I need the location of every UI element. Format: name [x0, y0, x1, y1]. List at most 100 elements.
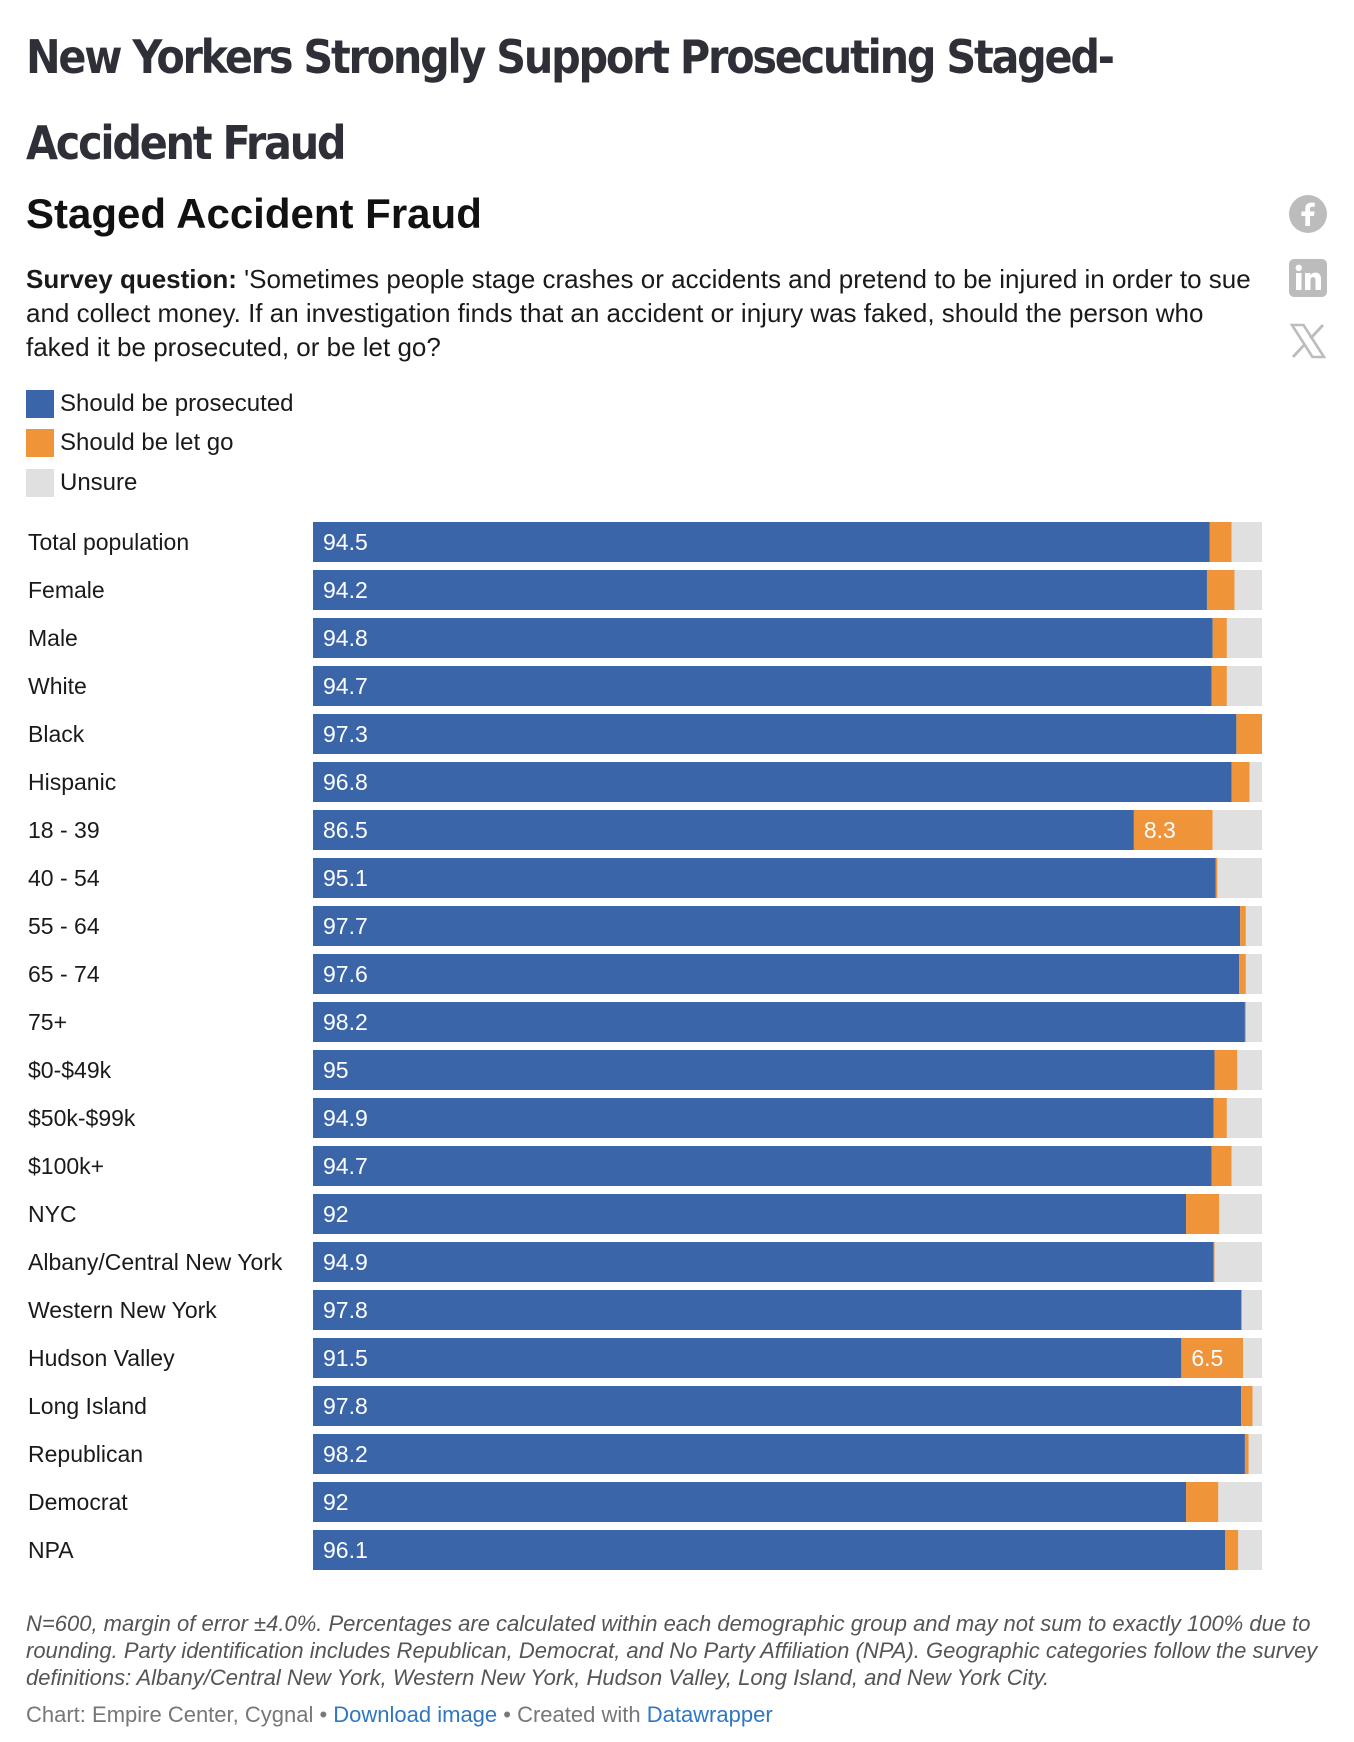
- survey-question-label: Survey question:: [26, 264, 237, 294]
- bar-segment-unsure: [1214, 1242, 1262, 1282]
- survey-question-text: 'Sometimes people stage crashes or accid…: [26, 264, 1251, 362]
- bar-segment-unsure: [1243, 1338, 1262, 1378]
- bar-segment-prosecuted: [313, 618, 1213, 658]
- bar-segment-unsure: [1234, 570, 1262, 610]
- bar-segment-unsure: [1242, 1290, 1262, 1330]
- bar-segment-prosecuted: [313, 522, 1210, 562]
- data-label-prosecuted: 94.9: [323, 1105, 368, 1131]
- data-label-prosecuted: 96.8: [323, 769, 368, 795]
- legend: Should be prosecuted Should be let go Un…: [26, 384, 294, 503]
- bar-segment-prosecuted: [313, 906, 1241, 946]
- category-label: Female: [28, 577, 105, 603]
- category-label: $100k+: [28, 1153, 104, 1179]
- bar-segment-let-go: [1239, 954, 1246, 994]
- bar-segment-prosecuted: [313, 1338, 1182, 1378]
- survey-question: Survey question: 'Sometimes people stage…: [26, 262, 1256, 364]
- category-label: NYC: [28, 1201, 77, 1227]
- bar-segment-let-go: [1214, 1050, 1238, 1090]
- bar-row: Male 94.8: [28, 618, 1262, 658]
- bar-row: Long Island 97.8: [28, 1386, 1262, 1426]
- bar-row: NYC 92: [28, 1194, 1262, 1234]
- bar-segment-prosecuted: [313, 666, 1212, 706]
- data-label-prosecuted: 97.6: [323, 961, 368, 987]
- bar-row: Western New York 97.8: [28, 1290, 1262, 1330]
- data-label-prosecuted: 91.5: [323, 1345, 368, 1371]
- bar-segment-prosecuted: [313, 762, 1232, 802]
- category-label: 18 - 39: [28, 817, 100, 843]
- category-label: Long Island: [28, 1393, 147, 1419]
- bar-row: 18 - 39 86.5 8.3: [28, 810, 1262, 850]
- category-label: Republican: [28, 1441, 143, 1467]
- bar-row: $0-$49k 95: [28, 1050, 1262, 1090]
- data-label-prosecuted: 97.8: [323, 1297, 368, 1323]
- category-label: Albany/Central New York: [28, 1249, 283, 1275]
- category-label: Hudson Valley: [28, 1345, 175, 1371]
- bar-row: Albany/Central New York 94.9: [28, 1242, 1262, 1282]
- data-label-let-go: 6.5: [1191, 1345, 1223, 1371]
- stacked-bar-chart: Total population 94.5 Female 94.2 Male 94.8 Wh…: [28, 522, 1262, 1570]
- legend-label-prosecuted: Should be prosecuted: [60, 389, 294, 417]
- bar-segment-unsure: [1237, 1050, 1262, 1090]
- bar-segment-unsure: [1252, 1386, 1262, 1426]
- download-image-link[interactable]: Download image: [333, 1702, 498, 1727]
- bar-segment-let-go: [1211, 666, 1227, 706]
- bar-segment-unsure: [1226, 1098, 1262, 1138]
- data-label-prosecuted: 96.1: [323, 1537, 368, 1563]
- legend-item-prosecuted: Should be prosecuted: [26, 384, 294, 424]
- bar-row: 65 - 74 97.6: [28, 954, 1262, 994]
- bar-segment-unsure: [1245, 1002, 1262, 1042]
- bar-segment-let-go: [1181, 1338, 1244, 1378]
- bar-row: 75+ 98.2: [28, 1002, 1262, 1042]
- data-label-prosecuted: 94.9: [323, 1249, 368, 1275]
- category-label: $50k-$99k: [28, 1105, 136, 1131]
- linkedin-icon[interactable]: [1288, 258, 1328, 298]
- bar-row: $100k+ 94.7: [28, 1146, 1262, 1186]
- data-label-prosecuted: 98.2: [323, 1441, 368, 1467]
- bar-row: NPA 96.1: [28, 1530, 1262, 1570]
- bar-segment-let-go: [1186, 1194, 1220, 1234]
- bar-segment-prosecuted: [313, 1002, 1245, 1042]
- bar-row: Republican 98.2: [28, 1434, 1262, 1474]
- bar-segment-prosecuted: [313, 858, 1216, 898]
- bar-row: White 94.7: [28, 666, 1262, 706]
- bar-segment-prosecuted: [313, 810, 1134, 850]
- facebook-icon[interactable]: [1288, 194, 1328, 234]
- source-text: Chart: Empire Center, Cygnal •: [26, 1702, 334, 1727]
- category-label: Democrat: [28, 1489, 128, 1515]
- bar-segment-unsure: [1238, 1530, 1262, 1570]
- data-label-prosecuted: 95.1: [323, 865, 368, 891]
- bar-segment-unsure: [1245, 906, 1262, 946]
- chart-title: Staged Accident Fraud: [26, 190, 482, 237]
- legend-swatch-unsure: [26, 468, 54, 497]
- bar-segment-let-go: [1209, 522, 1232, 562]
- bar-segment-let-go: [1244, 1002, 1246, 1042]
- category-label: 75+: [28, 1009, 67, 1035]
- bar-segment-let-go: [1224, 1530, 1239, 1570]
- bar-segment-prosecuted: [313, 714, 1237, 754]
- bar-segment-unsure: [1248, 1434, 1262, 1474]
- data-label-prosecuted: 97.8: [323, 1393, 368, 1419]
- bar-segment-prosecuted: [313, 1386, 1242, 1426]
- category-label: 40 - 54: [28, 865, 100, 891]
- bar-segment-let-go: [1211, 1146, 1232, 1186]
- bar-segment-let-go: [1244, 1434, 1249, 1474]
- category-label: Black: [28, 721, 85, 747]
- bar-segment-unsure: [1217, 858, 1262, 898]
- x-icon[interactable]: [1288, 321, 1328, 361]
- bar-segment-prosecuted: [313, 1098, 1214, 1138]
- bar-segment-prosecuted: [313, 1530, 1225, 1570]
- bar-segment-unsure: [1231, 522, 1262, 562]
- bar-segment-unsure: [1226, 666, 1262, 706]
- bar-segment-let-go: [1206, 570, 1235, 610]
- bar-row: $50k-$99k 94.9: [28, 1098, 1262, 1138]
- data-label-prosecuted: 94.7: [323, 1153, 368, 1179]
- bar-segment-unsure: [1245, 954, 1262, 994]
- bar-row: Hudson Valley 91.5 6.5: [28, 1338, 1262, 1378]
- bar-segment-prosecuted: [313, 1242, 1214, 1282]
- category-label: Hispanic: [28, 769, 116, 795]
- bar-segment-unsure: [1218, 1482, 1262, 1522]
- bar-segment-unsure: [1212, 810, 1262, 850]
- category-label: Male: [28, 625, 78, 651]
- datawrapper-link[interactable]: Datawrapper: [646, 1702, 773, 1727]
- footnote: N=600, margin of error ±4.0%. Percentage…: [26, 1611, 1318, 1690]
